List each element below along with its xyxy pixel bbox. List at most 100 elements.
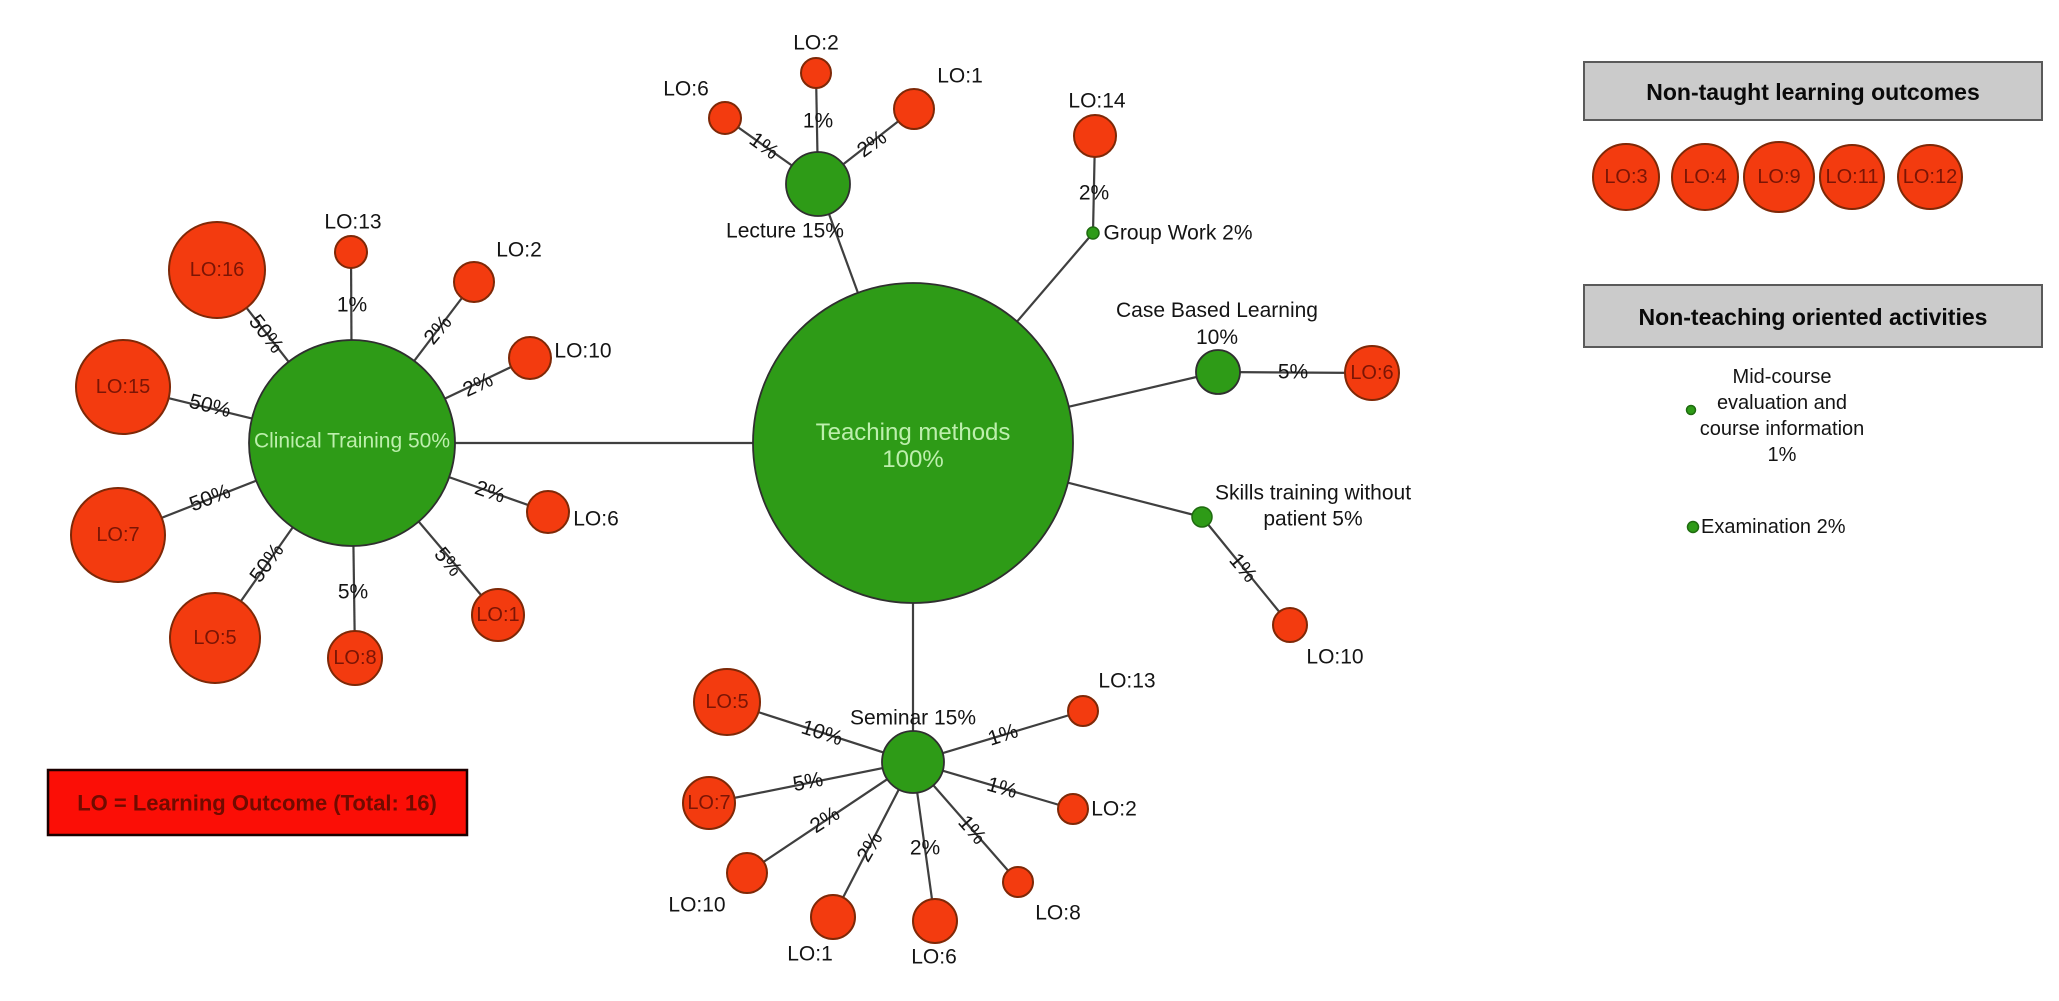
edge-label-seminar-sem-lo10: 2% <box>806 802 844 838</box>
outcome-node-cl-lo2 <box>453 261 495 303</box>
outcome-node-sem-lo6 <box>912 898 958 944</box>
outcome-label-sem-lo10: LO:10 <box>668 894 725 917</box>
outcome-node-cl-lo16 <box>168 221 266 319</box>
edge-label-seminar-sem-lo1: 2% <box>852 828 887 866</box>
edge-label-seminar-sem-lo13: 1% <box>985 719 1021 750</box>
nodes-layer <box>70 57 1400 944</box>
outcome-node-sem-lo5 <box>693 668 761 736</box>
edge-label-clinical-cl-lo5: 50% <box>245 539 288 587</box>
non-taught-label-lo3: LO:3 <box>1604 166 1647 188</box>
outcome-node-sem-lo10 <box>726 852 768 894</box>
non-taught-label-lo4: LO:4 <box>1683 166 1726 188</box>
outcome-label-cl-lo5: LO:5 <box>193 627 236 649</box>
non-taught-label-lo12: LO:12 <box>1903 166 1957 188</box>
outcome-label-lec-lo6: LO:6 <box>663 78 709 101</box>
method-node-teaching <box>752 282 1074 604</box>
method-label-groupwork: Group Work 2% <box>1104 222 1253 245</box>
outcome-label-cbl-lo6: LO:6 <box>1350 362 1393 384</box>
outcome-label-sem-lo5: LO:5 <box>705 691 748 713</box>
lo-legend-box <box>46 768 469 837</box>
mid-course-line-2: evaluation and <box>1717 392 1847 414</box>
edge-label-clinical-cl-lo15: 50% <box>187 390 233 422</box>
outcome-label-cl-lo16: LO:16 <box>190 259 244 281</box>
non-taught-header-text: Non-taught learning outcomes <box>1646 79 1980 105</box>
outcome-node-cl-lo7 <box>70 487 166 583</box>
non-taught-circles: LO:3 LO:4 LO:9 LO:11 LO:12 <box>1592 141 1963 213</box>
edge-label-clinical-cl-lo7: 50% <box>186 480 233 517</box>
mid-course-line-4: 1% <box>1768 444 1797 466</box>
non-taught-node-lo4 <box>1671 143 1739 211</box>
edge-seminar-sem-lo10 <box>746 761 914 874</box>
examination-text: Examination 2% <box>1701 516 1846 538</box>
method-label-cbl-line-2: 10% <box>1196 326 1238 349</box>
method-label-skills-line-1: Skills training without <box>1215 482 1411 505</box>
outcome-label-cl-lo6: LO:6 <box>573 508 619 531</box>
non-taught-header-box <box>1583 61 2043 121</box>
edge-label-clinical-cl-lo8: 5% <box>338 581 368 604</box>
edge-label-seminar-sem-lo7: 5% <box>791 768 825 796</box>
lo-legend: LO = Learning Outcome (Total: 16) <box>46 768 469 837</box>
edge-label-seminar-sem-lo2: 1% <box>984 773 1020 803</box>
outcome-label-cl-lo7: LO:7 <box>96 524 139 546</box>
edge-label-seminar-sem-lo5: 10% <box>798 716 845 751</box>
outcome-label-sem-lo2: LO:2 <box>1091 798 1137 821</box>
outcome-label-lec-lo1: LO:1 <box>937 65 983 88</box>
non-taught-node-lo12 <box>1897 144 1963 210</box>
edge-label-clinical-cl-lo10: 2% <box>459 368 496 402</box>
non-taught-node-lo11 <box>1819 144 1885 210</box>
outcome-label-cl-lo10: LO:10 <box>554 340 611 363</box>
outcome-node-cl-lo5 <box>169 592 261 684</box>
edge-label-clinical-cl-lo16: 50% <box>244 310 288 357</box>
edge-label-groupwork-gw-lo14: 2% <box>1079 182 1109 205</box>
method-label-clinical: Clinical Training 50% <box>254 430 450 453</box>
examination-dot <box>1686 520 1700 534</box>
edge-label-clinical-cl-lo2: 2% <box>419 311 456 349</box>
outcome-node-lec-lo2 <box>800 57 832 89</box>
outcome-node-cl-lo6 <box>526 490 570 534</box>
outcome-label-sem-lo6: LO:6 <box>911 946 957 969</box>
mid-course-line-3: course information <box>1700 418 1865 440</box>
edge-seminar-sem-lo7 <box>708 760 914 805</box>
edge-label-clinical-cl-lo1: 5% <box>429 543 466 581</box>
outcome-node-lec-lo6 <box>708 101 742 135</box>
edge-label-clinical-cl-lo6: 2% <box>472 476 508 508</box>
outcome-node-cl-lo10 <box>508 336 552 380</box>
non-taught-label-lo9: LO:9 <box>1757 166 1800 188</box>
method-node-skills <box>1191 506 1213 528</box>
outcome-label-cl-lo2: LO:2 <box>496 239 542 262</box>
edge-label-seminar-sem-lo6: 2% <box>910 837 940 860</box>
outcome-node-cl-lo1 <box>471 588 525 642</box>
non-teaching-panel: Non-teaching oriented activities Mid-cou… <box>1583 284 2043 538</box>
mid-course-line-1: Mid-course <box>1733 366 1832 388</box>
edge-label-lecture-lec-lo6: 1% <box>745 128 783 164</box>
outcome-label-sem-lo13: LO:13 <box>1098 670 1155 693</box>
method-label-teaching-line-1: Teaching methods <box>816 419 1011 446</box>
method-label-teaching-line-2: 100% <box>882 446 943 473</box>
edge-label-skills-sk-lo10: 1% <box>1224 549 1261 587</box>
edge-label-lecture-lec-lo2: 1% <box>803 110 833 133</box>
outcome-label-cl-lo8: LO:8 <box>333 647 376 669</box>
outcome-label-gw-lo14: LO:14 <box>1068 90 1126 113</box>
method-node-seminar <box>881 730 945 794</box>
method-label-lecture: Lecture 15% <box>726 220 844 243</box>
outcome-node-sem-lo13 <box>1067 695 1099 727</box>
lo-legend-text: LO = Learning Outcome (Total: 16) <box>77 791 437 816</box>
outcome-label-cl-lo15: LO:15 <box>96 376 150 398</box>
mid-course-dot <box>1685 404 1697 416</box>
method-label-skills-line-2: patient 5% <box>1263 508 1362 531</box>
outcome-node-sem-lo1 <box>810 894 856 940</box>
outcome-node-cl-lo15 <box>75 339 171 435</box>
method-node-lecture <box>785 151 851 217</box>
outcome-node-sem-lo8 <box>1002 866 1034 898</box>
outcome-label-sem-lo7: LO:7 <box>687 792 730 814</box>
non-taught-node-lo3 <box>1592 143 1660 211</box>
non-teaching-header-text: Non-teaching oriented activities <box>1639 304 1988 330</box>
outcome-node-cl-lo8 <box>327 630 383 686</box>
outcome-label-sk-lo10: LO:10 <box>1306 646 1363 669</box>
method-node-clinical <box>248 339 456 547</box>
outcome-label-lec-lo2: LO:2 <box>793 32 839 55</box>
outcome-node-gw-lo14 <box>1073 114 1117 158</box>
outcome-node-lec-lo1 <box>893 88 935 130</box>
